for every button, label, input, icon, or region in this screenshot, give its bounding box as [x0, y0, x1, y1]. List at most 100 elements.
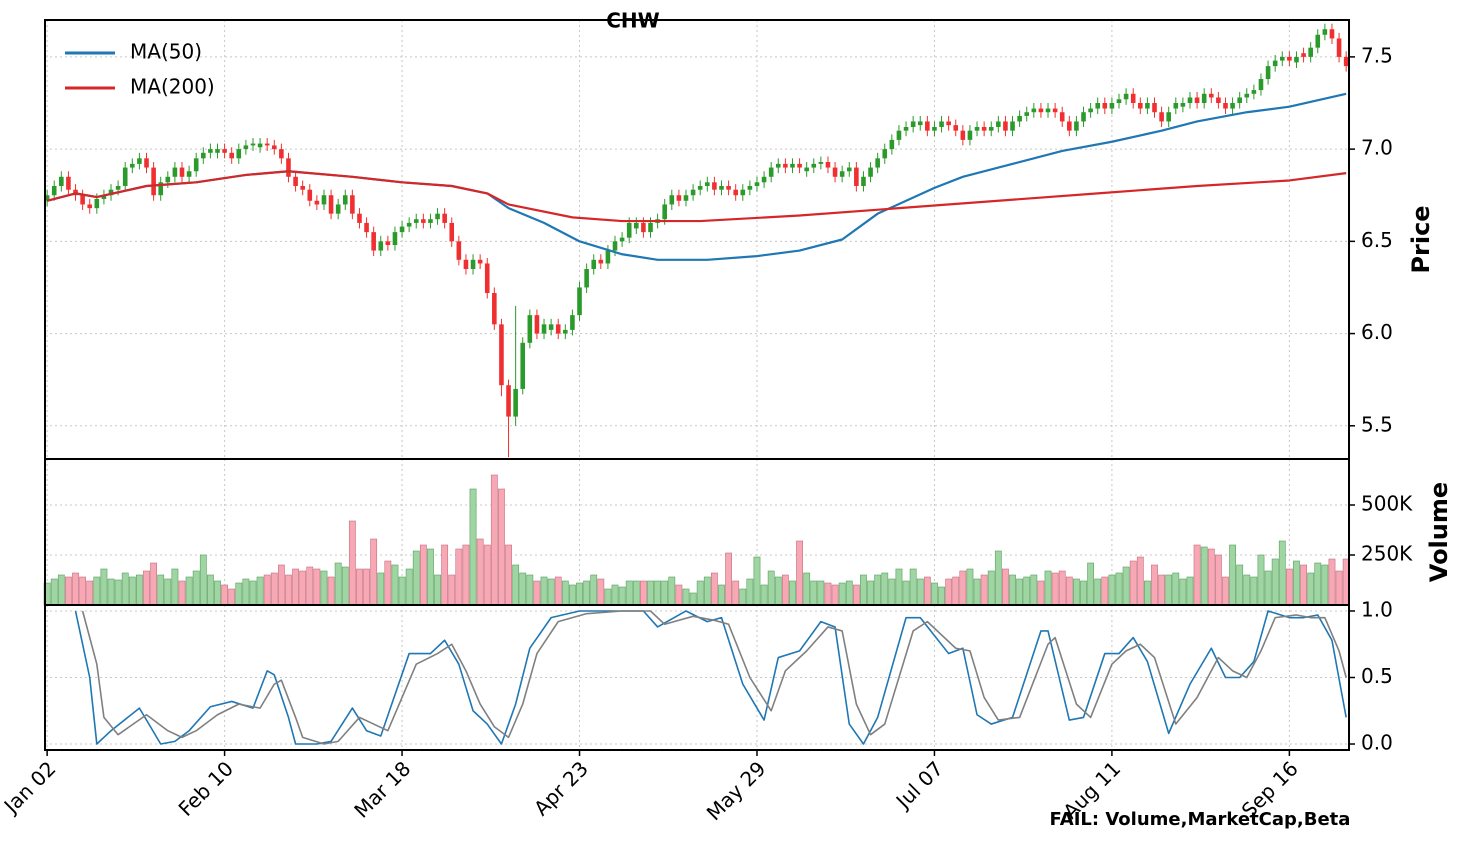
y-tick-label: 0.0 — [1361, 731, 1393, 755]
volume-bar — [412, 550, 420, 606]
candle-body — [130, 163, 135, 168]
candle-body — [1130, 93, 1136, 104]
candle-body — [577, 287, 582, 316]
volume-bar — [199, 554, 207, 606]
candle-body — [676, 195, 682, 201]
volume-bar — [121, 572, 129, 606]
volume-bar — [128, 576, 136, 606]
volume-bar — [647, 580, 654, 606]
volume-bar — [292, 568, 299, 606]
candle-body — [250, 143, 256, 146]
volume-bar — [65, 576, 72, 606]
candle-body — [122, 167, 128, 187]
candle-body — [428, 219, 433, 223]
volume-bar — [512, 564, 520, 606]
candle-body — [1010, 121, 1015, 131]
volume-bar — [1271, 558, 1279, 606]
candle-body — [818, 162, 824, 164]
volume-bar — [824, 582, 832, 606]
candle-body — [1088, 108, 1093, 113]
volume-bar — [320, 570, 328, 606]
volume-bar — [341, 566, 349, 606]
volume-bar — [703, 576, 711, 606]
volume-bar — [789, 580, 796, 606]
candle-body — [307, 189, 313, 201]
candle-body — [882, 149, 888, 159]
candle-body — [626, 222, 632, 238]
candle-body — [925, 121, 930, 131]
volume-bar — [1193, 544, 1201, 606]
volume-bar — [483, 544, 491, 606]
candle-body — [839, 171, 845, 177]
candle-body — [357, 213, 362, 223]
candle-body — [1223, 103, 1228, 109]
volume-bar — [398, 576, 406, 606]
candle-body — [257, 143, 263, 148]
volume-bar — [838, 582, 846, 606]
volume-bar — [725, 552, 732, 606]
volume-bar — [93, 576, 101, 606]
volume-bar — [1030, 574, 1038, 606]
volume-bar — [845, 580, 853, 606]
volume-bar — [860, 574, 867, 606]
volume-bar — [881, 572, 889, 606]
volume-bar — [781, 574, 789, 606]
candle-body — [484, 263, 490, 293]
candle-body — [783, 163, 788, 168]
candle-body — [1024, 112, 1030, 116]
volume-bar — [206, 574, 214, 606]
candle-body — [939, 121, 944, 127]
candle-body — [101, 195, 107, 199]
candle-body — [1187, 97, 1193, 104]
volume-bar — [1293, 560, 1300, 606]
y-tick-label: 5.5 — [1361, 412, 1393, 436]
volume-bar — [1115, 572, 1123, 606]
volume-bar — [270, 572, 278, 606]
volume-bar — [980, 574, 988, 606]
volume-bar — [753, 556, 761, 606]
volume-bar — [136, 574, 143, 606]
annotation: FAIL: Volume,MarketCap,Beta — [1050, 809, 1351, 830]
candle-body — [371, 232, 376, 251]
candle-body — [790, 163, 795, 168]
candle-body — [1336, 38, 1342, 57]
volume-bar — [356, 568, 363, 606]
candle-body — [87, 204, 93, 209]
volume-bar — [1321, 564, 1329, 606]
x-tick-label: Mar 18 — [349, 756, 415, 822]
volume-bar — [327, 576, 335, 606]
candle-body — [229, 152, 234, 159]
volume-bar — [164, 578, 172, 606]
volume-bar — [1328, 558, 1336, 606]
candle-body — [854, 167, 859, 187]
stoch-line — [81, 610, 1347, 745]
candle-body — [1329, 29, 1335, 39]
volume-bar — [1250, 576, 1258, 606]
volume-bar — [1158, 574, 1165, 606]
candle-body — [1251, 90, 1257, 94]
volume-bar — [718, 584, 725, 606]
candle-body — [1052, 108, 1058, 113]
legend-label: MA(200) — [130, 75, 215, 99]
candle-body — [1237, 97, 1242, 104]
candle-body — [243, 145, 249, 150]
candle-body — [875, 158, 880, 168]
volume-bar — [370, 538, 378, 606]
volume-bar — [384, 560, 392, 606]
volume-bar — [299, 570, 307, 606]
candle-body — [413, 219, 419, 223]
volume-bar — [150, 562, 158, 606]
volume-bar — [114, 579, 122, 606]
volume-bar — [1144, 580, 1151, 606]
candle-body — [264, 143, 270, 146]
volume-bar — [363, 568, 370, 606]
volume-bar — [334, 562, 342, 606]
volume-bar — [767, 570, 775, 606]
volume-bar — [1044, 570, 1052, 606]
volume-bar — [959, 570, 967, 606]
volume-bar — [1278, 540, 1286, 606]
volume-bar — [640, 580, 647, 606]
candle-body — [51, 186, 57, 196]
volume-bar — [874, 574, 882, 606]
volume-bar — [1285, 568, 1293, 606]
